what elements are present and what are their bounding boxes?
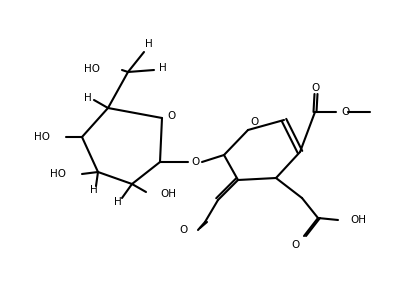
- Text: O: O: [192, 157, 200, 167]
- Text: O: O: [250, 117, 258, 127]
- Text: H: H: [90, 185, 98, 195]
- Text: HO: HO: [34, 132, 50, 142]
- Text: O: O: [341, 107, 349, 117]
- Text: OH: OH: [160, 189, 176, 199]
- Text: H: H: [114, 197, 122, 207]
- Text: O: O: [292, 240, 300, 250]
- Text: O: O: [167, 111, 175, 121]
- Text: O: O: [180, 225, 188, 235]
- Text: OH: OH: [350, 215, 366, 225]
- Text: H: H: [159, 63, 167, 73]
- Text: O: O: [312, 83, 320, 93]
- Text: HO: HO: [50, 169, 66, 179]
- Text: H: H: [84, 93, 92, 103]
- Text: H: H: [145, 39, 153, 49]
- Text: HO: HO: [84, 64, 100, 74]
